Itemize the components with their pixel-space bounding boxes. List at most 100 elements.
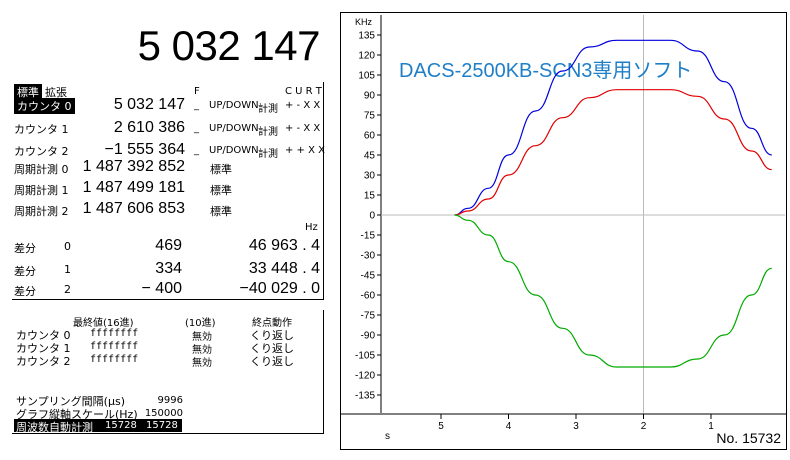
record-number: No. 15732 — [716, 430, 781, 446]
counter-2-value: −1 555 364 — [104, 141, 185, 158]
series-line-0 — [454, 39, 772, 216]
counter-frame — [12, 82, 324, 300]
counter-panel: 5 032 147 標準 拡張 F C U R T カウンタ 0 5 032 1… — [0, 0, 330, 460]
period-2-mode: 標準 — [210, 205, 232, 218]
period-1-value: 1 487 499 181 — [82, 179, 185, 196]
y-tick-label: 135 — [358, 31, 375, 42]
scale-value[interactable]: 150000 — [144, 408, 183, 419]
x-tick-label: 2 — [641, 421, 647, 432]
final-row-0-dec: 無効 — [192, 332, 212, 343]
final-row-0-hex: ffffffff — [90, 328, 139, 339]
y-unit-label: KHz — [355, 17, 373, 27]
f-header: F — [194, 86, 200, 97]
sampling-value[interactable]: 9996 — [157, 395, 183, 406]
series-line-1 — [454, 89, 772, 216]
x-tick-label: 4 — [506, 421, 512, 432]
counter-0-mode: UP/DOWN — [209, 100, 259, 111]
period-2-label[interactable]: 周期計測 2 — [14, 205, 69, 218]
big-counter-display: 5 032 147 — [137, 22, 321, 69]
x-tick-label: 5 — [438, 421, 444, 432]
counter-0-value: 5 032 147 — [113, 96, 185, 113]
counter-0-meas: 計測 — [258, 104, 278, 115]
final-row-1-label[interactable]: カウンタ 1 — [16, 342, 71, 355]
y-tick-label: -105 — [355, 351, 375, 362]
hz-unit: Hz — [305, 222, 318, 233]
y-tick-label: 75 — [364, 111, 376, 122]
diff-0-label: 差分 — [14, 242, 36, 255]
final-row-0-label[interactable]: カウンタ 0 — [16, 329, 71, 342]
auto-measure-label: 周波数自動計測 — [16, 421, 93, 434]
period-0-label[interactable]: 周期計測 0 — [14, 163, 69, 176]
final-row-2-end: くり返し — [250, 355, 294, 368]
period-1-label[interactable]: 周期計測 1 — [14, 184, 69, 197]
sampling-label: サンプリング間隔(μs) — [16, 395, 125, 408]
period-0-value: 1 487 392 852 — [82, 158, 185, 175]
final-row-1-dec: 無効 — [192, 345, 212, 356]
counter-2-flags: + + X X — [285, 145, 325, 156]
counter-0-label[interactable]: カウンタ 0 — [14, 98, 75, 114]
frequency-chart: KHz1351201059075604530150-15-30-45-60-75… — [341, 15, 786, 446]
final-row-1-hex: ffffffff — [90, 341, 139, 352]
counter-1-label[interactable]: カウンタ 1 — [14, 123, 69, 136]
diff-2-label: 差分 — [14, 285, 36, 298]
col-final-value: 最終値(16進) — [73, 318, 134, 329]
counter-1-value: 2 610 386 — [113, 119, 185, 136]
final-row-0-end: くり返し — [250, 329, 294, 342]
graph-title: DACS-2500KB-SCN3専用ソフト — [399, 59, 692, 82]
x-tick-label: 1 — [708, 421, 714, 432]
counter-2-f: _ — [194, 145, 199, 156]
y-tick-label: -120 — [355, 371, 375, 382]
y-tick-label: 30 — [364, 171, 376, 182]
auto-measure-value-2: 15728 — [146, 420, 178, 431]
tab-standard[interactable]: 標準 — [14, 84, 42, 100]
y-tick-label: -90 — [361, 331, 376, 342]
scale-label: グラフ縦軸スケール(Hz) — [16, 408, 138, 421]
final-row-2-label[interactable]: カウンタ 2 — [16, 355, 71, 368]
counter-0-f: _ — [194, 100, 199, 111]
diff-0-hz: 46 963 . 4 — [248, 237, 320, 254]
y-tick-label: 15 — [364, 191, 376, 202]
y-tick-label: 120 — [358, 51, 375, 62]
y-tick-label: -75 — [361, 311, 376, 322]
diff-1-index: 1 — [64, 263, 71, 276]
diff-0-index: 0 — [64, 240, 71, 253]
diff-2-hz: −40 029 . 0 — [239, 280, 320, 297]
counter-2-mode: UP/DOWN — [209, 145, 259, 156]
counter-2-label[interactable]: カウンタ 2 — [14, 145, 69, 158]
x-unit-label: s — [385, 431, 390, 442]
diff-0-value: 469 — [155, 237, 182, 254]
period-0-mode: 標準 — [210, 163, 232, 176]
curt-header: C U R T — [285, 86, 322, 97]
diff-1-hz: 33 448 . 4 — [248, 260, 320, 277]
counter-1-flags: + - X X — [285, 123, 321, 134]
frequency-graph: KHz 135 120 105 90 75 60 45 30 15 0 -15 -30 -45 -60 -75… — [340, 12, 787, 450]
counter-1-f: _ — [194, 123, 199, 134]
y-tick-label: -30 — [361, 251, 376, 262]
y-tick-label: 90 — [364, 91, 376, 102]
x-tick-label: 3 — [573, 421, 579, 432]
series-line-2 — [454, 214, 772, 368]
counter-1-meas: 計測 — [258, 127, 278, 138]
diff-1-label: 差分 — [14, 265, 36, 278]
diff-2-value: − 400 — [141, 280, 182, 297]
y-tick-label: 60 — [364, 131, 376, 142]
final-value-frame — [12, 310, 324, 434]
diff-1-value: 334 — [155, 260, 182, 277]
period-2-value: 1 487 606 853 — [82, 200, 185, 217]
tab-extended[interactable]: 拡張 — [45, 86, 67, 99]
col-decimal: (10進) — [185, 318, 216, 329]
counter-0-flags: + - X X — [285, 100, 321, 111]
final-row-2-dec: 無効 — [192, 358, 212, 369]
auto-measure-value-1: 15728 — [105, 420, 137, 431]
auto-measure-bar[interactable] — [14, 419, 182, 432]
y-tick-label: 45 — [364, 151, 376, 162]
col-end-action: 終点動作 — [252, 318, 292, 329]
final-row-2-hex: ffffffff — [90, 354, 139, 365]
y-tick-label: -135 — [355, 391, 375, 402]
y-tick-label: 105 — [358, 71, 375, 82]
counter-2-meas: 計測 — [258, 149, 278, 160]
period-1-mode: 標準 — [210, 184, 232, 197]
counter-1-mode: UP/DOWN — [209, 123, 259, 134]
final-row-1-end: くり返し — [250, 342, 294, 355]
y-tick-label: 0 — [369, 211, 375, 222]
